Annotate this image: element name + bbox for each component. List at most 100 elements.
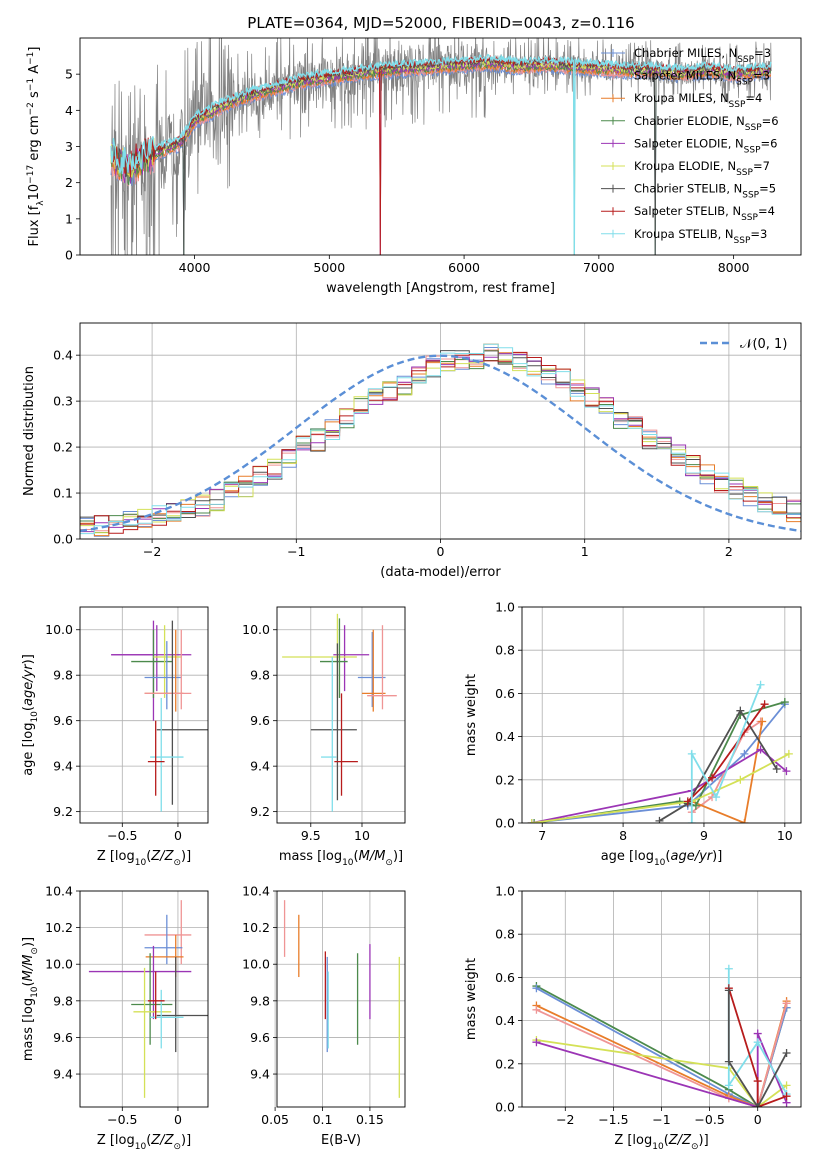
axes-frame [79, 890, 209, 1108]
spectrum-panel: 4000 5000 6000 7000 8000 0 1 2 3 4 5 wavelength [An… [26, 37, 802, 296]
y-tick-label: 9.6 [53, 713, 73, 728]
data-point-8 [156, 620, 208, 805]
legend-label: 𝒩(0, 1) [740, 337, 787, 352]
y-tick-label: 0.0 [53, 532, 73, 547]
weight-marker [753, 1103, 762, 1107]
data-point-2 [282, 613, 357, 698]
y-tick-label: 9.6 [250, 1030, 270, 1045]
weight-marker [687, 749, 696, 758]
data-point-1 [144, 900, 192, 965]
y-tick-label: 2 [65, 175, 73, 190]
x-tick-label: 9 [700, 828, 708, 843]
y-tick-label: 9.2 [250, 804, 270, 819]
weight-marker [527, 819, 536, 823]
y-tick-label: 10.0 [45, 957, 73, 972]
data-point-5 [361, 629, 386, 712]
weight-line-5 [536, 1039, 788, 1107]
weight-marker [736, 775, 745, 784]
axes-frame [79, 322, 802, 540]
y-tick-label: 0.8 [495, 927, 515, 942]
mass-weight-vs-age-panel: 7 8 9 10 0.0 0.2 0.4 0.6 0.8 1.0 age [log10(age/yr… [464, 600, 802, 868]
x-tick-label: 0.15 [356, 1112, 384, 1127]
x-tick-label: 8 [619, 828, 627, 843]
model-line-5 [110, 59, 772, 255]
data-point-9 [147, 971, 165, 1020]
weight-marker [724, 1081, 733, 1090]
histogram-line-9 [80, 343, 801, 535]
y-tick-label: 0.6 [495, 686, 515, 701]
y-tick-label: 9.8 [53, 993, 73, 1008]
x-tick-label: 6000 [448, 260, 480, 275]
y-tick-label: 0.1 [53, 486, 73, 501]
legend-label: Kroupa STELIB, NSSP=3 [634, 227, 767, 246]
weight-marker [784, 749, 793, 758]
data-point-7 [144, 629, 192, 710]
y-tick-label: 1.0 [495, 884, 515, 899]
weight-marker [530, 819, 539, 823]
data-point-5 [131, 953, 173, 1045]
weight-line-9 [690, 684, 762, 823]
weight-marker [708, 773, 717, 782]
x-tick-label: −0.5 [107, 828, 137, 843]
axes-frame [276, 606, 406, 824]
weight-marker [782, 999, 791, 1008]
residual-legend: 𝒩(0, 1) [700, 337, 787, 352]
weight-line-7 [659, 708, 778, 822]
plot-area [88, 900, 208, 1098]
y-tick-label: 9.4 [53, 1067, 73, 1082]
y-tick-label: 3 [65, 139, 73, 154]
y-tick-label: 1.0 [495, 600, 515, 615]
y-tick-label: 0.2 [495, 772, 515, 787]
y-axis-label: mass weight [464, 958, 479, 1040]
x-tick-label: −2 [143, 544, 161, 559]
y-tick-label: 0.4 [495, 729, 515, 744]
residual-histogram-panel: −2 −1 0 1 2 0.0 0.1 0.2 0.3 0.4 (data-model)/error… [22, 322, 802, 580]
data-point-4 [357, 632, 386, 708]
legend-label: Kroupa MILES, NSSP=4 [634, 91, 762, 110]
x-tick-label: 0 [437, 544, 445, 559]
data-point-1 [333, 625, 370, 692]
weight-marker [753, 1077, 762, 1086]
x-axis-label: E(B-V) [321, 1133, 361, 1148]
weight-marker [780, 698, 789, 707]
y-tick-label: 0.2 [495, 1056, 515, 1071]
weight-marker [655, 816, 664, 823]
legend-label: Kroupa ELODIE, NSSP=7 [634, 159, 770, 178]
figure-title: PLATE=0364, MJD=52000, FIBERID=0043, z=0… [247, 14, 634, 32]
weight-line-5 [531, 748, 787, 823]
mass-vs-metallicity-panel: −0.5 0 9.4 9.6 9.8 10.0 10.2 10.4 Z [log10(Z/Z⊙)… [21, 884, 209, 1152]
weight-marker [712, 793, 721, 802]
y-tick-label: 10.0 [242, 957, 270, 972]
y-tick-label: 0.8 [495, 643, 515, 658]
weight-line-3 [691, 721, 764, 823]
axes-frame [276, 890, 406, 1108]
weight-marker [782, 1092, 791, 1101]
weight-marker [760, 700, 769, 709]
x-tick-label: 0.05 [261, 1112, 289, 1127]
weight-marker [782, 767, 791, 776]
legend-label: Salpeter MILES, NSSP=3 [634, 69, 770, 88]
weight-line-1 [531, 703, 786, 823]
weight-marker [756, 680, 765, 689]
weight-line-6 [531, 753, 790, 823]
plot-area [111, 620, 208, 812]
x-tick-label: 1 [581, 544, 589, 559]
x-tick-label: −1.5 [598, 1112, 628, 1127]
y-tick-label: 9.8 [53, 668, 73, 683]
x-axis-label: wavelength [Angstrom, rest frame] [326, 281, 555, 296]
weight-marker [772, 765, 781, 773]
x-tick-label: 10 [777, 828, 793, 843]
x-tick-label: −0.5 [107, 1112, 137, 1127]
mass-weight-vs-metallicity-panel: −2 −1.5 −1 −0.5 0 0.0 0.2 0.4 0.6 0.8 1.0 Z [log10(… [464, 884, 802, 1152]
y-tick-label: 9.8 [250, 993, 270, 1008]
y-tick-label: 10.4 [45, 884, 73, 899]
x-tick-label: 7000 [583, 260, 615, 275]
x-tick-label: −2 [556, 1112, 574, 1127]
x-axis-label: Z [log10(Z/Z⊙)] [97, 1133, 191, 1152]
x-axis-label: Z [log10(Z/Z⊙)] [614, 1133, 708, 1152]
weight-marker [675, 797, 684, 806]
x-tick-label: 0 [174, 1112, 182, 1127]
y-tick-label: 5 [65, 67, 73, 82]
weight-marker [532, 1005, 541, 1014]
